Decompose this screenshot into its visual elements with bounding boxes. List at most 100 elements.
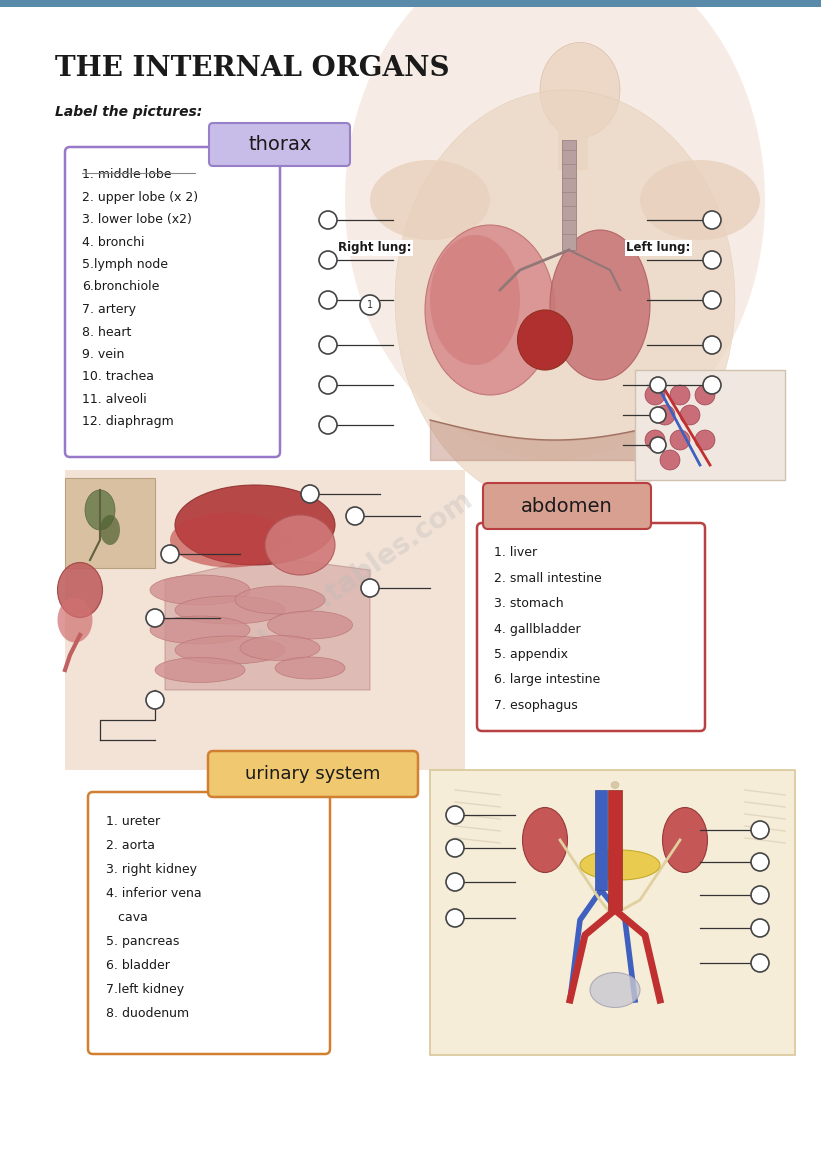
FancyBboxPatch shape bbox=[65, 147, 280, 457]
Text: 3. lower lobe (x2): 3. lower lobe (x2) bbox=[82, 213, 192, 226]
Ellipse shape bbox=[611, 782, 619, 789]
FancyBboxPatch shape bbox=[558, 120, 588, 170]
Text: 1. middle lobe: 1. middle lobe bbox=[82, 168, 172, 181]
Ellipse shape bbox=[395, 90, 735, 510]
Text: THE INTERNAL ORGANS: THE INTERNAL ORGANS bbox=[55, 55, 450, 82]
Circle shape bbox=[751, 853, 769, 871]
Text: 2. aorta: 2. aorta bbox=[106, 839, 155, 852]
FancyBboxPatch shape bbox=[88, 793, 330, 1054]
Text: 7. artery: 7. artery bbox=[82, 303, 136, 316]
Ellipse shape bbox=[150, 575, 250, 606]
Text: 6.bronchiole: 6.bronchiole bbox=[82, 281, 159, 293]
FancyBboxPatch shape bbox=[430, 770, 795, 1054]
Circle shape bbox=[446, 909, 464, 927]
Ellipse shape bbox=[265, 516, 335, 575]
Text: 6. bladder: 6. bladder bbox=[106, 959, 170, 971]
FancyBboxPatch shape bbox=[595, 790, 607, 890]
Circle shape bbox=[751, 821, 769, 839]
Text: urinary system: urinary system bbox=[245, 765, 381, 783]
Text: Left lung:: Left lung: bbox=[626, 242, 690, 255]
Text: 11. alveoli: 11. alveoli bbox=[82, 393, 147, 406]
Ellipse shape bbox=[611, 791, 619, 798]
Circle shape bbox=[703, 336, 721, 354]
Circle shape bbox=[446, 839, 464, 857]
Text: 8. duodenum: 8. duodenum bbox=[106, 1007, 189, 1021]
FancyBboxPatch shape bbox=[483, 483, 651, 530]
Circle shape bbox=[751, 919, 769, 938]
Ellipse shape bbox=[345, 0, 765, 459]
Circle shape bbox=[319, 416, 337, 434]
Ellipse shape bbox=[611, 831, 619, 838]
Ellipse shape bbox=[425, 224, 555, 395]
FancyBboxPatch shape bbox=[209, 123, 350, 166]
Ellipse shape bbox=[240, 636, 320, 660]
Ellipse shape bbox=[370, 160, 490, 240]
Ellipse shape bbox=[550, 230, 650, 380]
Circle shape bbox=[319, 251, 337, 269]
Text: 1. ureter: 1. ureter bbox=[106, 815, 160, 828]
Ellipse shape bbox=[611, 822, 619, 829]
FancyBboxPatch shape bbox=[562, 140, 576, 250]
Circle shape bbox=[650, 376, 666, 393]
Ellipse shape bbox=[175, 636, 285, 664]
Ellipse shape bbox=[611, 811, 619, 818]
Text: 1: 1 bbox=[367, 300, 373, 310]
Ellipse shape bbox=[275, 657, 345, 679]
Ellipse shape bbox=[611, 842, 619, 849]
Text: 12. diaphragm: 12. diaphragm bbox=[82, 415, 174, 429]
Circle shape bbox=[670, 385, 690, 404]
FancyBboxPatch shape bbox=[208, 750, 418, 797]
Ellipse shape bbox=[522, 808, 567, 872]
Text: 5. pancreas: 5. pancreas bbox=[106, 935, 179, 948]
Circle shape bbox=[319, 210, 337, 229]
Circle shape bbox=[361, 579, 379, 597]
Text: 2. small intestine: 2. small intestine bbox=[494, 572, 602, 584]
Ellipse shape bbox=[175, 596, 285, 624]
Ellipse shape bbox=[580, 850, 660, 880]
Circle shape bbox=[319, 376, 337, 394]
FancyBboxPatch shape bbox=[635, 371, 785, 480]
Ellipse shape bbox=[611, 862, 619, 869]
Circle shape bbox=[645, 430, 665, 450]
Text: cava: cava bbox=[106, 911, 148, 924]
Circle shape bbox=[346, 507, 364, 525]
Text: 7. esophagus: 7. esophagus bbox=[494, 699, 578, 712]
Circle shape bbox=[446, 873, 464, 891]
Circle shape bbox=[751, 954, 769, 971]
FancyBboxPatch shape bbox=[65, 470, 465, 770]
Ellipse shape bbox=[100, 516, 120, 545]
Text: thorax: thorax bbox=[248, 136, 312, 154]
Circle shape bbox=[650, 407, 666, 423]
Ellipse shape bbox=[155, 657, 245, 683]
Ellipse shape bbox=[150, 616, 250, 644]
Ellipse shape bbox=[57, 597, 93, 643]
Text: ESLPrintables.com: ESLPrintables.com bbox=[222, 485, 478, 676]
Ellipse shape bbox=[85, 490, 115, 530]
Ellipse shape bbox=[611, 851, 619, 858]
FancyBboxPatch shape bbox=[608, 790, 622, 909]
Ellipse shape bbox=[640, 160, 760, 240]
Ellipse shape bbox=[235, 586, 325, 614]
Polygon shape bbox=[165, 560, 370, 690]
Text: 8. heart: 8. heart bbox=[82, 325, 131, 339]
Circle shape bbox=[703, 251, 721, 269]
Circle shape bbox=[703, 210, 721, 229]
Circle shape bbox=[751, 886, 769, 904]
Text: Right lung:: Right lung: bbox=[338, 242, 411, 255]
Circle shape bbox=[695, 430, 715, 450]
Text: 2. upper lobe (x 2): 2. upper lobe (x 2) bbox=[82, 191, 198, 203]
Text: 5. appendix: 5. appendix bbox=[494, 648, 568, 660]
Ellipse shape bbox=[590, 973, 640, 1008]
Ellipse shape bbox=[517, 310, 572, 371]
Circle shape bbox=[319, 336, 337, 354]
Text: 9. vein: 9. vein bbox=[82, 348, 124, 361]
Circle shape bbox=[655, 404, 675, 426]
Circle shape bbox=[319, 291, 337, 309]
Circle shape bbox=[446, 805, 464, 824]
Circle shape bbox=[146, 691, 164, 710]
Text: Label the pictures:: Label the pictures: bbox=[55, 105, 202, 119]
Circle shape bbox=[645, 385, 665, 404]
Circle shape bbox=[146, 609, 164, 627]
Ellipse shape bbox=[57, 562, 103, 617]
Ellipse shape bbox=[540, 42, 620, 138]
